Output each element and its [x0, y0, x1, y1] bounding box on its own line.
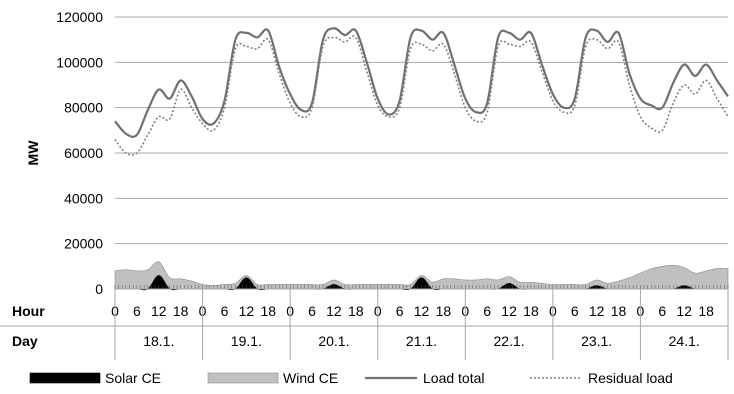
hour-tick-label: 18: [436, 303, 452, 319]
x-axis: HourDay06121818.1.06121819.1.06121820.1.…: [0, 288, 729, 360]
solar-ce-legend-label: Solar CE: [105, 370, 161, 386]
day-row-label: Day: [12, 333, 38, 349]
hour-tick-label: 18: [173, 303, 189, 319]
wind-ce-legend-label: Wind CE: [283, 370, 338, 386]
residual-load-legend-label: Residual load: [588, 370, 673, 386]
day-tick-label: 21.1.: [406, 333, 437, 349]
hour-tick-label: 6: [483, 303, 491, 319]
load-total-line: [114, 27, 729, 138]
day-tick-label: 22.1.: [494, 333, 525, 349]
y-tick-label: 60000: [64, 145, 103, 161]
hour-tick-label: 6: [396, 303, 404, 319]
hour-tick-label: 6: [308, 303, 316, 319]
y-tick-label: 120000: [56, 9, 103, 25]
hour-tick-label: 18: [611, 303, 627, 319]
wind-ce-legend-swatch: [207, 372, 279, 384]
hour-tick-label: 18: [523, 303, 539, 319]
y-tick-label: 80000: [64, 100, 103, 116]
line-series: [114, 27, 729, 156]
day-tick-label: 20.1.: [318, 333, 349, 349]
hour-tick-label: 18: [698, 303, 714, 319]
hour-row-label: Hour: [12, 303, 45, 319]
day-tick-label: 24.1.: [669, 333, 700, 349]
y-tick-label: 20000: [64, 236, 103, 252]
hour-tick-label: 18: [260, 303, 276, 319]
residual-load-line: [114, 35, 729, 156]
y-tick-label: 100000: [56, 54, 103, 70]
hour-tick-label: 12: [326, 303, 342, 319]
hour-ticks-on-axis: [114, 285, 729, 289]
hour-tick-label: 6: [133, 303, 141, 319]
hour-tick-label: 6: [571, 303, 579, 319]
y-tick-label: 40000: [64, 190, 103, 206]
solar-ce-legend-swatch: [29, 372, 101, 384]
y-tick-label: 0: [95, 281, 103, 297]
hour-tick-label: 6: [221, 303, 229, 319]
hour-tick-label: 12: [151, 303, 167, 319]
hour-tick-label: 18: [348, 303, 364, 319]
day-tick-label: 18.1.: [143, 333, 174, 349]
hour-tick-label: 12: [501, 303, 517, 319]
y-axis-tick-labels: 0 20000 40000 60000 80000 100000 120000: [56, 9, 103, 297]
load-total-legend-label: Load total: [423, 370, 485, 386]
gridlines: [115, 16, 728, 290]
y-axis-label: MW: [25, 140, 41, 166]
day-tick-label: 19.1.: [231, 333, 262, 349]
day-tick-label: 23.1.: [581, 333, 612, 349]
hour-tick-label: 12: [676, 303, 692, 319]
hour-tick-label: 12: [589, 303, 605, 319]
hour-tick-label: 12: [239, 303, 255, 319]
hour-tick-label: 12: [414, 303, 430, 319]
legend: Solar CE Wind CE Load total Residual load: [29, 370, 673, 386]
hour-tick-label: 6: [658, 303, 666, 319]
